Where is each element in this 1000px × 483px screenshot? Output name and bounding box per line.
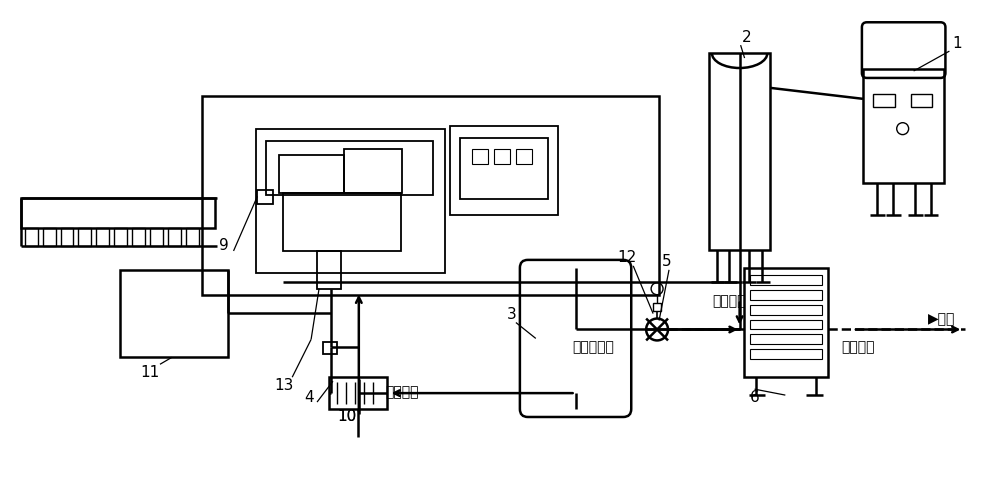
Bar [750, 290, 822, 299]
Bar [460, 138, 548, 199]
Bar [750, 320, 822, 329]
Text: 12: 12 [618, 250, 637, 265]
Bar [120, 270, 228, 357]
Text: 10: 10 [337, 410, 357, 425]
Bar [709, 53, 770, 250]
Bar [266, 141, 433, 195]
Bar [186, 228, 199, 246]
Text: 5: 5 [662, 255, 672, 270]
Text: 混合热氮气: 混合热氮气 [573, 341, 614, 355]
Bar [911, 94, 932, 107]
Bar [450, 126, 558, 215]
Text: 冷却氮气: 冷却氮气 [841, 341, 875, 355]
Text: 2: 2 [742, 29, 751, 45]
Bar [257, 190, 273, 204]
Bar [329, 377, 387, 409]
Bar [317, 251, 341, 289]
Bar [202, 96, 659, 295]
Bar [323, 342, 337, 355]
Text: 常温氮气: 常温氮气 [713, 295, 746, 309]
Bar [61, 228, 73, 246]
Text: 4: 4 [304, 390, 314, 405]
Text: 6: 6 [750, 390, 759, 405]
Bar [25, 228, 38, 246]
Text: 10: 10 [337, 410, 357, 425]
Bar [744, 268, 828, 377]
Bar [168, 228, 181, 246]
Bar [279, 156, 344, 193]
Bar [472, 149, 488, 164]
Text: 13: 13 [275, 378, 294, 393]
Bar [750, 275, 822, 285]
Bar [653, 303, 661, 311]
Bar [114, 228, 127, 246]
Text: ▶大气: ▶大气 [928, 313, 955, 327]
Bar [43, 228, 56, 246]
Bar [132, 228, 145, 246]
Bar [750, 349, 822, 359]
Bar [516, 149, 532, 164]
Bar [494, 149, 510, 164]
Bar [873, 94, 895, 107]
Text: 3: 3 [507, 307, 517, 322]
Bar [344, 149, 402, 193]
Bar [750, 334, 822, 344]
Bar [256, 128, 445, 273]
Bar [21, 198, 215, 228]
Bar [750, 305, 822, 314]
Bar [863, 69, 944, 184]
Text: 1: 1 [953, 36, 962, 51]
Text: 9: 9 [219, 239, 228, 254]
Bar [96, 228, 109, 246]
Bar [283, 193, 401, 251]
Text: 冷却氮气: 冷却氮气 [386, 385, 419, 399]
Bar [78, 228, 91, 246]
Text: 11: 11 [140, 365, 160, 380]
Bar [150, 228, 163, 246]
